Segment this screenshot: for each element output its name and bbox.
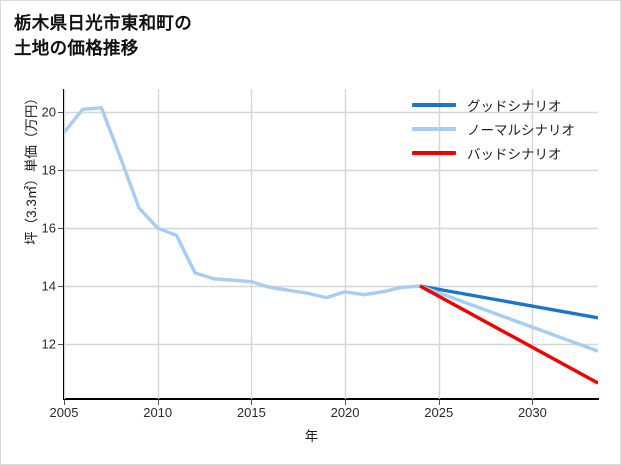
chart-series-line bbox=[419, 284, 598, 385]
x-axis-title: 年 bbox=[304, 429, 319, 444]
x-axis-tick-mark bbox=[64, 400, 65, 405]
chart-canvas bbox=[64, 89, 598, 399]
y-axis-tick-label: 12 bbox=[41, 336, 56, 352]
x-axis-tick-label: 2010 bbox=[143, 405, 173, 420]
legend-item[interactable]: バッドシナリオ bbox=[412, 141, 612, 165]
y-axis-tick-mark bbox=[58, 286, 63, 287]
legend-item[interactable]: グッドシナリオ bbox=[412, 93, 612, 117]
x-axis-tick-label: 2015 bbox=[236, 405, 266, 420]
legend-color-swatch bbox=[412, 151, 456, 155]
y-axis-tick-mark bbox=[58, 112, 63, 114]
x-axis-tick-label: 2030 bbox=[517, 405, 547, 420]
x-axis-tick-mark bbox=[532, 400, 534, 405]
legend-color-swatch bbox=[412, 103, 456, 107]
x-axis-line bbox=[63, 398, 599, 400]
legend-item[interactable]: ノーマルシナリオ bbox=[412, 117, 612, 141]
y-axis-tick-mark bbox=[58, 228, 63, 230]
x-axis-tick-mark bbox=[345, 400, 347, 405]
y-axis-tick-label: 18 bbox=[41, 162, 56, 178]
y-axis-tick-label: 14 bbox=[41, 278, 56, 294]
y-axis-tick-labels: 12 14 16 18 20 bbox=[11, 89, 56, 399]
chart-series-line bbox=[64, 106, 421, 300]
legend-item-label: グッドシナリオ bbox=[467, 99, 562, 114]
x-axis-tick-mark bbox=[157, 400, 159, 405]
page-title: 栃木県日光市東和町の 土地の価格推移 bbox=[14, 13, 192, 58]
legend-item-label: バッドシナリオ bbox=[467, 147, 562, 162]
y-axis-tick-mark bbox=[58, 170, 63, 172]
chart-legend: グッドシナリオ ノーマルシナリオ バッドシナリオ bbox=[412, 93, 612, 165]
legend-color-swatch bbox=[412, 127, 456, 131]
x-axis-tick-label: 2005 bbox=[49, 405, 79, 420]
chart-series-line bbox=[419, 284, 598, 353]
x-axis-tick-mark bbox=[251, 400, 253, 405]
y-axis-tick-label: 16 bbox=[41, 220, 56, 236]
y-axis-tick-label: 20 bbox=[41, 104, 56, 120]
y-axis-title: 坪（3.3㎡）単価（万円） bbox=[24, 91, 39, 245]
plot-area bbox=[64, 89, 598, 399]
x-axis-tick-label: 2020 bbox=[330, 405, 360, 420]
x-axis-tick-mark bbox=[438, 400, 440, 405]
legend-item-label: ノーマルシナリオ bbox=[467, 123, 575, 138]
y-axis-tick-mark bbox=[58, 343, 63, 345]
x-axis-tick-label: 2025 bbox=[424, 405, 454, 420]
chart-series-line bbox=[419, 284, 598, 320]
